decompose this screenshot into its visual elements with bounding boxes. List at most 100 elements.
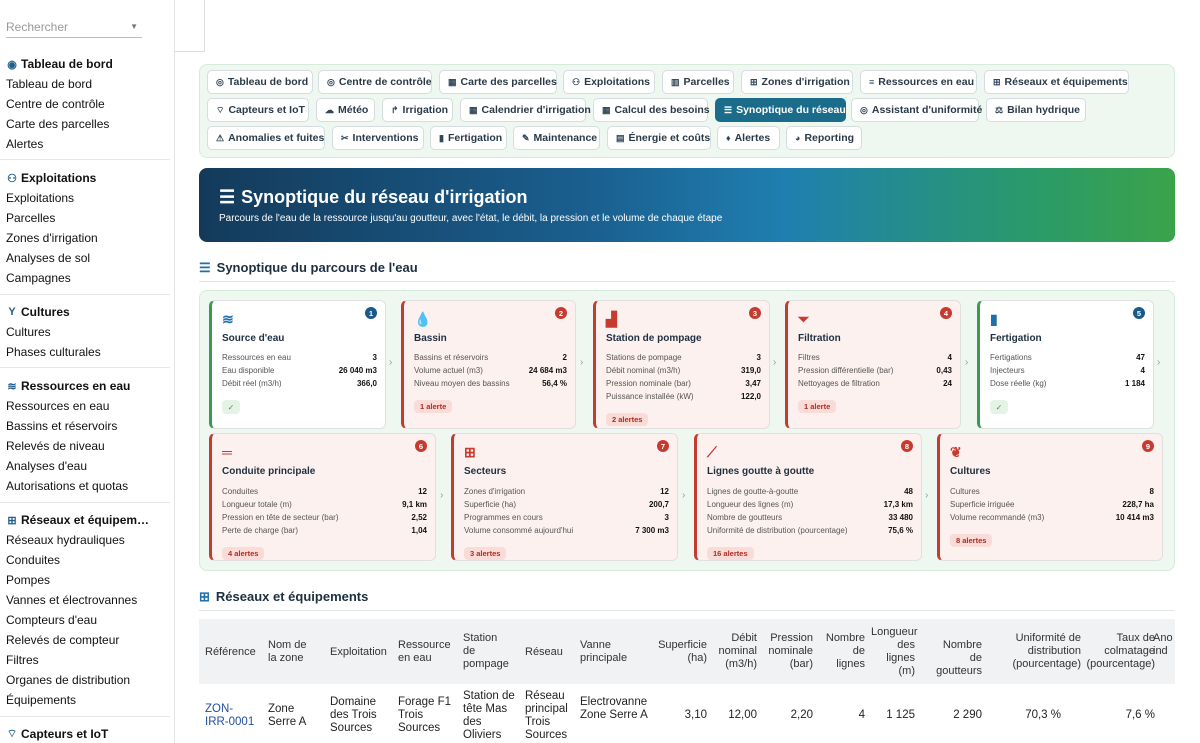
tab-fertigation[interactable]: ▮ Fertigation xyxy=(430,126,507,150)
column-header[interactable]: Nombre de goutteurs xyxy=(936,639,982,677)
sidebar-item-crop-phases[interactable]: Phases culturales xyxy=(6,345,101,359)
tab-zones[interactable]: ⊞ Zones d'irrigation xyxy=(741,70,853,94)
tab-iot[interactable]: ⌔ Capteurs et IoT xyxy=(207,98,309,122)
sidebar-item-hydraulic-networks[interactable]: Réseaux hydrauliques xyxy=(6,533,125,547)
sidebar-item-control-center[interactable]: Centre de contrôle xyxy=(6,97,105,111)
column-header[interactable]: Taux de colmatage (pourcentage) xyxy=(1086,632,1156,670)
sidebar-item-campaigns[interactable]: Campagnes xyxy=(6,271,71,285)
flow-card[interactable]: 8 ⟋ Lignes goutte à goutte Lignes de goutte… xyxy=(694,433,922,561)
tab-label: Calcul des besoins xyxy=(614,104,710,116)
alert-badge[interactable]: 4 alertes xyxy=(222,547,265,560)
reference-link[interactable]: ZON-IRR-0001 xyxy=(205,703,255,728)
sidebar-item-crops[interactable]: Cultures xyxy=(6,325,51,339)
stat-label: Superficie (ha) xyxy=(464,500,517,509)
search-input[interactable]: Rechercher ▼ xyxy=(6,16,142,38)
alert-badge[interactable]: 3 alertes xyxy=(464,547,507,560)
card-title: Secteurs xyxy=(464,466,507,477)
sidebar-item-valves[interactable]: Vannes et électrovannes xyxy=(6,593,138,607)
sidebar-item-dashboard[interactable]: Tableau de bord xyxy=(6,77,93,91)
column-header[interactable]: Pression nominale (bar) xyxy=(768,632,813,670)
column-header[interactable]: Superficie (ha) xyxy=(658,639,707,664)
nav-section-title[interactable]: ⊞ Réseaux et équipem… xyxy=(7,513,150,527)
tab-label: Exploitations xyxy=(584,76,651,88)
tab-map[interactable]: ▦ Carte des parcelles xyxy=(439,70,557,94)
tab-interventions[interactable]: ✂ Interventions xyxy=(332,126,424,150)
column-header[interactable]: Vanne principale xyxy=(580,639,628,664)
flow-card[interactable]: 2 💧 Bassin Bassins et réservoirs 2 Volume act… xyxy=(401,300,576,429)
nav-section-title[interactable]: Y Cultures xyxy=(0,302,170,322)
sidebar-item-basins[interactable]: Bassins et réservoirs xyxy=(6,419,118,433)
stat-label: Nettoyages de filtration xyxy=(798,379,880,388)
tab-anomalies[interactable]: ⚠ Anomalies et fuites xyxy=(207,126,325,150)
tab-calendar[interactable]: ▦ Calendrier d'irrigation xyxy=(460,98,591,122)
sidebar-item-water-meters[interactable]: Compteurs d'eau xyxy=(6,613,98,627)
alert-badge[interactable]: 2 alertes xyxy=(606,413,649,426)
table-cell: 2,20 xyxy=(790,709,813,721)
stat-label: Pression en tête de secteur (bar) xyxy=(222,513,339,522)
sidebar-item-meter-readings[interactable]: Relevés de compteur xyxy=(6,633,120,647)
tab-networks[interactable]: ⊞ Réseaux et équipements xyxy=(984,70,1129,94)
tab-alerts[interactable]: ♦ Alertes xyxy=(717,126,780,150)
column-header[interactable]: Station de pompage xyxy=(463,632,509,670)
tab-dashboard[interactable]: ◎ Tableau de bord xyxy=(207,70,313,94)
sidebar-item-level-readings[interactable]: Relevés de niveau xyxy=(6,439,105,453)
sidebar-item-water-analyses[interactable]: Analyses d'eau xyxy=(6,459,88,473)
flow-card[interactable]: 9 ❦ Cultures Cultures 8 Superficie irriguée 22… xyxy=(937,433,1163,561)
tab-needs[interactable]: ▦ Calcul des besoins xyxy=(593,98,710,122)
chevron-down-icon[interactable]: ▼ xyxy=(130,22,138,31)
nav-section-title[interactable]: ⚇ Exploitations xyxy=(7,171,97,185)
column-header[interactable]: Ano ind xyxy=(1153,632,1173,657)
tab-synoptic[interactable]: ☰ Synoptique du réseau xyxy=(715,98,846,122)
flow-card[interactable]: 4 ⏷ Filtration Filtres 4 Pression différentie… xyxy=(785,300,961,429)
sidebar-item-pumps[interactable]: Pompes xyxy=(6,573,51,587)
tab-weather[interactable]: ☁ Météo xyxy=(316,98,375,122)
nav-section-title[interactable]: ≋ Ressources en eau xyxy=(7,379,131,393)
sidebar-item-alerts[interactable]: Alertes xyxy=(6,137,44,151)
column-header[interactable]: Uniformité de distribution (pourcentage) xyxy=(1012,632,1082,670)
tab-control[interactable]: ◎ Centre de contrôle xyxy=(318,70,432,94)
stat-label: Puissance installée (kW) xyxy=(606,392,694,401)
column-header[interactable]: Réseau xyxy=(525,646,563,658)
tab-balance[interactable]: ⚖ Bilan hydrique xyxy=(986,98,1086,122)
nav-section-title[interactable]: ⌔ Capteurs et IoT xyxy=(6,727,109,741)
flow-card[interactable]: 3 ▟ Station de pompage Stations de pompage 3… xyxy=(593,300,770,429)
sidebar-item-equipment[interactable]: Équipements xyxy=(6,693,77,707)
flow-card[interactable]: 6 ═ Conduite principale Conduites 12 Longueur… xyxy=(209,433,436,561)
alert-badge[interactable]: 8 alertes xyxy=(950,534,993,547)
tab-uniformity[interactable]: ◎ Assistant d'uniformité xyxy=(851,98,982,122)
sidebar-item-filters[interactable]: Filtres xyxy=(6,653,39,667)
tab-reporting[interactable]: ◕ Reporting xyxy=(786,126,862,150)
column-header[interactable]: Ressource en eau xyxy=(398,639,451,664)
column-header[interactable]: Référence xyxy=(205,646,256,658)
tab-water[interactable]: ≡ Ressources en eau xyxy=(860,70,977,94)
alert-badge[interactable]: 1 alerte xyxy=(798,400,837,413)
sidebar-item-parcel-map[interactable]: Carte des parcelles xyxy=(6,117,110,131)
sidebar-item-authorizations[interactable]: Autorisations et quotas xyxy=(6,479,129,493)
tab-farms[interactable]: ⚇ Exploitations xyxy=(563,70,655,94)
tab-irrigation[interactable]: ↱ Irrigation xyxy=(382,98,453,122)
tab-energy[interactable]: ▤ Énergie et coûts xyxy=(607,126,711,150)
sidebar-item-parcels[interactable]: Parcelles xyxy=(6,211,56,225)
card-stat-row: Conduites 12 xyxy=(222,487,427,496)
sidebar-item-farms[interactable]: Exploitations xyxy=(6,191,75,205)
nav-section-title[interactable]: ◉ Tableau de bord xyxy=(7,57,113,71)
column-header[interactable]: Nom de la zone xyxy=(268,639,307,664)
sidebar-item-water-resources[interactable]: Ressources en eau xyxy=(6,399,110,413)
alert-badge[interactable]: 1 alerte xyxy=(414,400,453,413)
column-header[interactable]: Débit nominal (m3/h) xyxy=(718,632,757,670)
column-header[interactable]: Exploitation xyxy=(330,646,387,658)
column-header[interactable]: Nombre de lignes xyxy=(825,632,865,670)
sidebar-item-irrigation-zones[interactable]: Zones d'irrigation xyxy=(6,231,98,245)
stat-label: Conduites xyxy=(222,487,259,496)
flow-card[interactable]: 1 ≋ Source d'eau Ressources en eau 3 Eau disp… xyxy=(209,300,386,429)
sidebar-item-pipes[interactable]: Conduites xyxy=(6,553,61,567)
column-header[interactable]: Longueur des lignes (m) xyxy=(871,626,918,677)
alert-badge[interactable]: 16 alertes xyxy=(707,547,754,560)
tab-parcels[interactable]: ▥ Parcelles xyxy=(662,70,734,94)
tab-maintenance[interactable]: ✎ Maintenance xyxy=(513,126,600,150)
sidebar-item-distribution[interactable]: Organes de distribution xyxy=(6,673,131,687)
flow-card[interactable]: 5 ▮ Fertigation Fertigations 47 Injecteurs 4 Do… xyxy=(977,300,1154,429)
stat-label: Bassins et réservoirs xyxy=(414,353,489,362)
sidebar-item-soil-analyses[interactable]: Analyses de sol xyxy=(6,251,91,265)
flow-card[interactable]: 7 ⊞ Secteurs Zones d'irrigation 12 Superficie… xyxy=(451,433,678,561)
